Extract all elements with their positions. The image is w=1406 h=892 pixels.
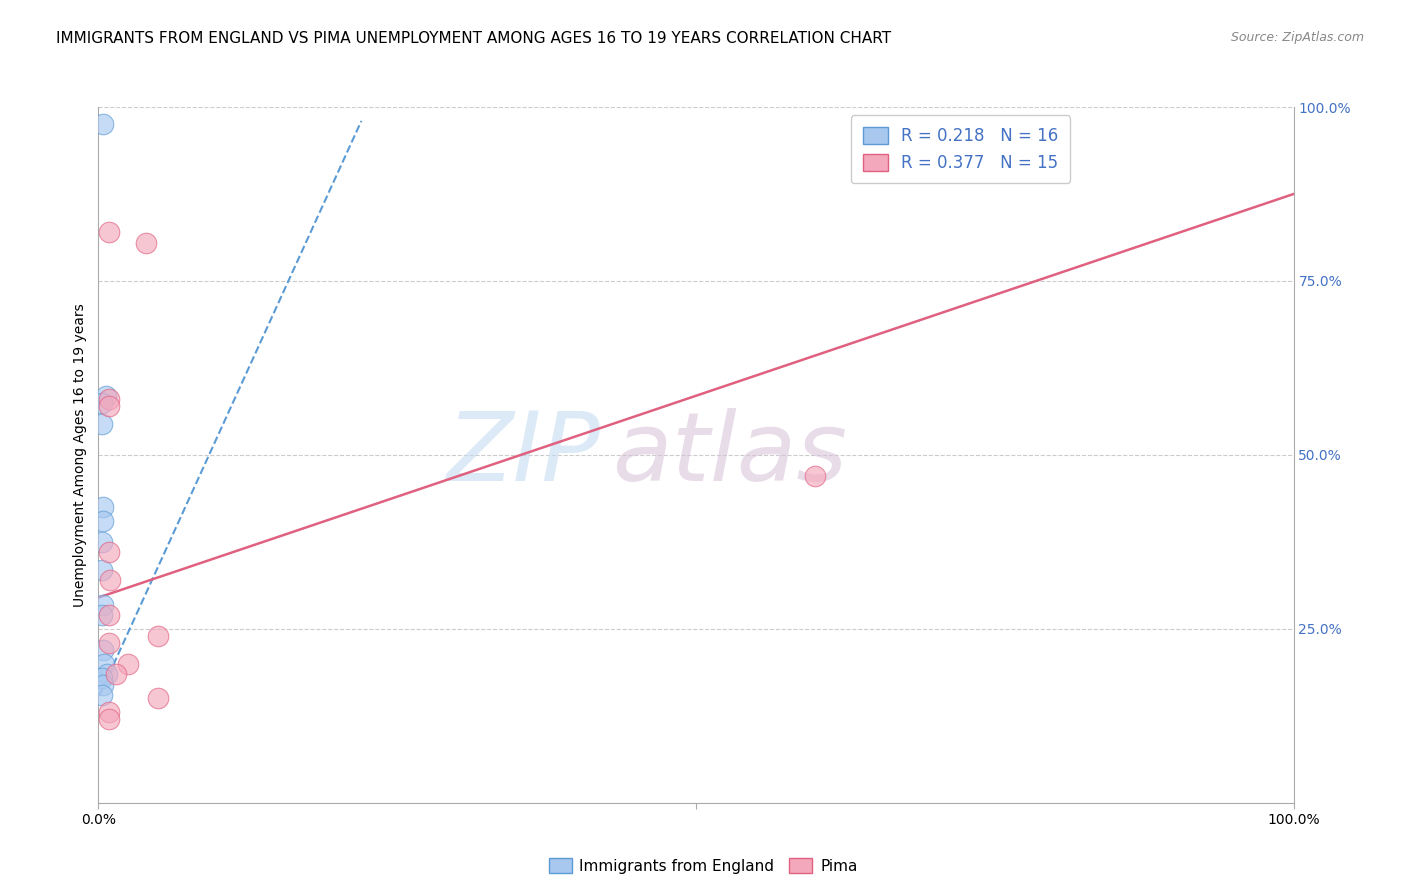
Point [148, 629, 170, 643]
Text: ZIP: ZIP [447, 409, 600, 501]
Point [91, 396, 114, 410]
Point [91, 500, 114, 514]
Point [98, 573, 122, 587]
Point [91, 417, 114, 431]
Point [804, 468, 827, 483]
Point [98, 712, 121, 726]
Point [98, 392, 121, 407]
Text: IMMIGRANTS FROM ENGLAND VS PIMA UNEMPLOYMENT AMONG AGES 16 TO 19 YEARS CORRELATI: IMMIGRANTS FROM ENGLAND VS PIMA UNEMPLOY… [56, 31, 891, 46]
Text: atlas: atlas [613, 409, 848, 501]
Point [91, 117, 114, 131]
Point [98, 399, 121, 413]
Point [98, 607, 121, 622]
Point [135, 235, 157, 250]
Point [91, 671, 114, 685]
Point [91, 642, 114, 657]
Y-axis label: Unemployment Among Ages 16 to 19 years: Unemployment Among Ages 16 to 19 years [73, 303, 87, 607]
Point [91, 514, 114, 528]
Point [98, 636, 121, 650]
Point [98, 706, 121, 720]
Legend: R = 0.218   N = 16, R = 0.377   N = 15: R = 0.218 N = 16, R = 0.377 N = 15 [851, 115, 1070, 184]
Point [91, 688, 114, 702]
Point [91, 607, 114, 622]
Point [96, 667, 118, 681]
Point [91, 598, 114, 612]
Point [148, 691, 170, 706]
Point [91, 677, 114, 691]
Point [117, 657, 139, 671]
Point [91, 535, 114, 549]
Text: Source: ZipAtlas.com: Source: ZipAtlas.com [1230, 31, 1364, 45]
Point [105, 667, 128, 681]
Point [98, 225, 121, 239]
Point [98, 545, 121, 559]
Point [94, 389, 117, 403]
Legend: Immigrants from England, Pima: Immigrants from England, Pima [543, 852, 863, 880]
Point [91, 563, 114, 577]
Point [93, 657, 115, 671]
